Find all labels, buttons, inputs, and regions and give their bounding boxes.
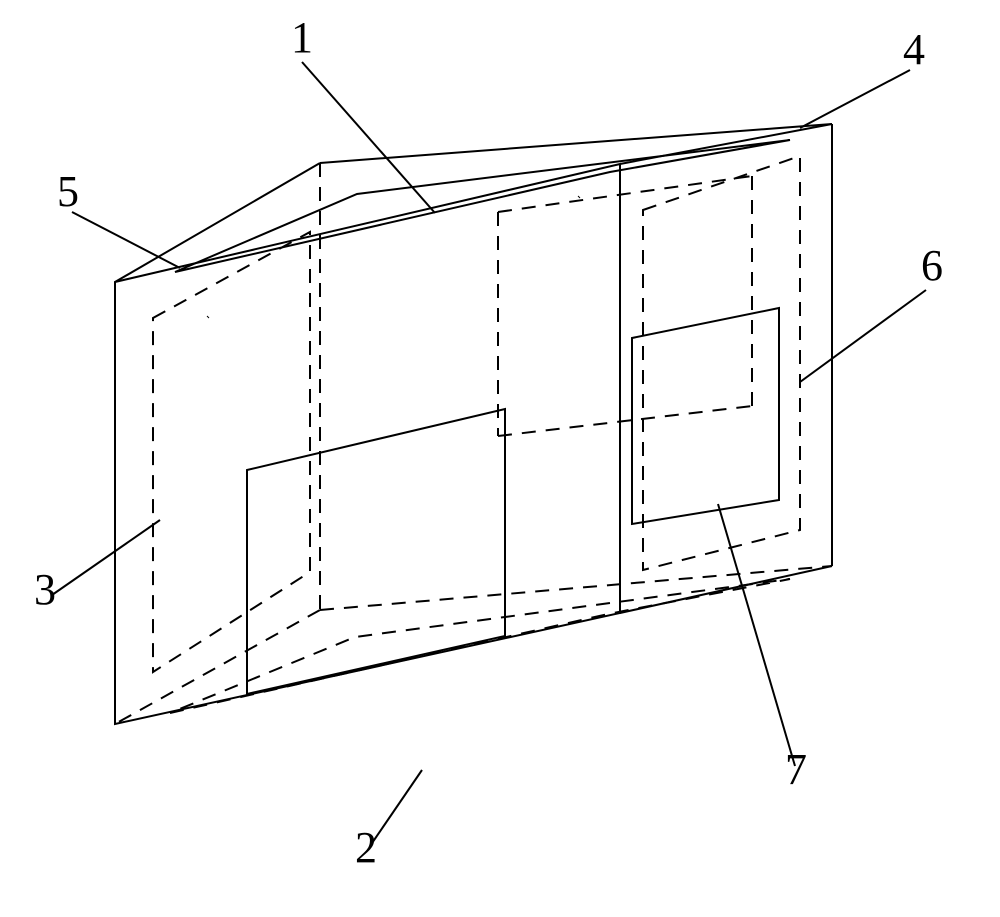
diagram-container: [0, 0, 1000, 917]
